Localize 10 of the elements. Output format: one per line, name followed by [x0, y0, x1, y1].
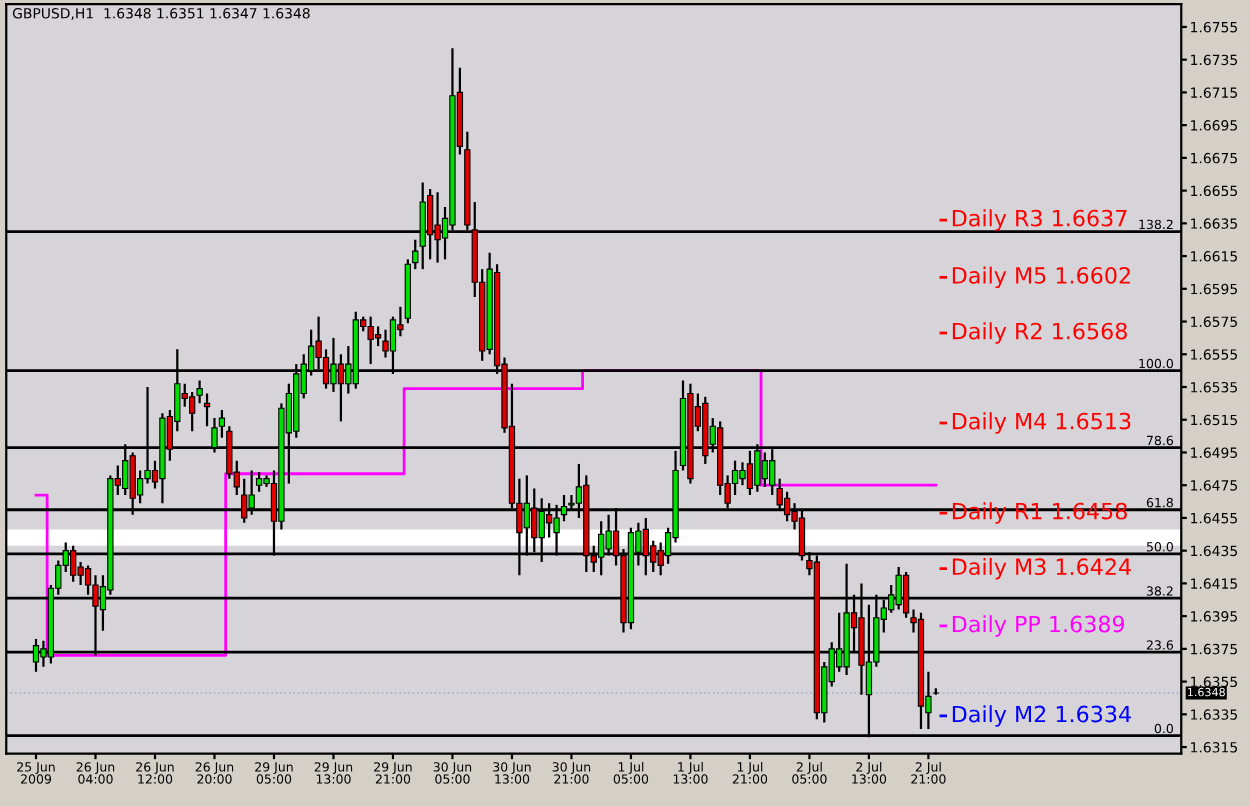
ref-line-label: Daily PP 1.6389 — [952, 615, 1125, 637]
candlestick — [739, 461, 746, 487]
candlestick — [367, 315, 374, 366]
ref-line-label: Daily M5 1.6602 — [952, 266, 1130, 289]
ref-line-label: Daily M2 1.6334 — [952, 705, 1131, 727]
candlestick — [203, 392, 211, 428]
ref-line-label: Daily M4 1.6513 — [952, 412, 1131, 434]
ref-line-label: Daily M3 1.6424 — [952, 557, 1131, 580]
ref-line-label: Daily R3 1.6637 — [952, 209, 1127, 231]
ref-line-label: Daily R2 1.6568 — [952, 322, 1127, 344]
